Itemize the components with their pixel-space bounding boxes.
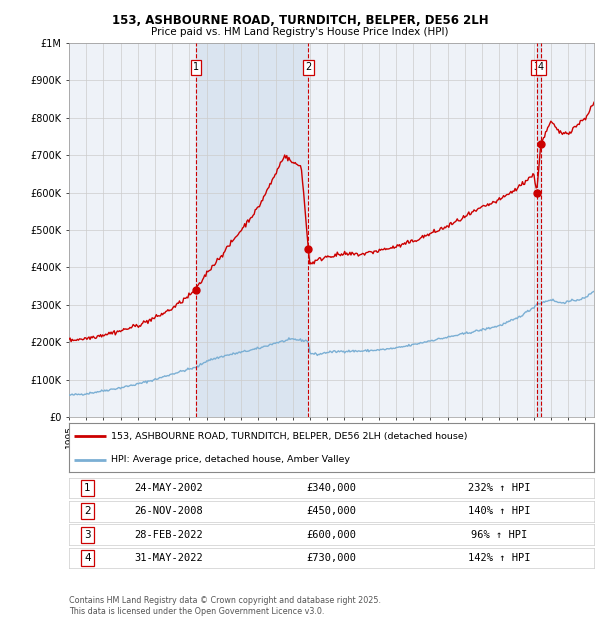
Text: 2: 2 <box>305 63 311 73</box>
Bar <box>536 43 541 417</box>
Text: 24-MAY-2002: 24-MAY-2002 <box>134 483 203 493</box>
Text: £450,000: £450,000 <box>307 507 356 516</box>
Text: 2: 2 <box>84 507 91 516</box>
Text: 31-MAY-2022: 31-MAY-2022 <box>134 553 203 563</box>
Text: £730,000: £730,000 <box>307 553 356 563</box>
Text: 26-NOV-2008: 26-NOV-2008 <box>134 507 203 516</box>
Text: 140% ↑ HPI: 140% ↑ HPI <box>468 507 531 516</box>
Text: HPI: Average price, detached house, Amber Valley: HPI: Average price, detached house, Ambe… <box>111 455 350 464</box>
Text: £340,000: £340,000 <box>307 483 356 493</box>
Text: 1: 1 <box>193 63 199 73</box>
Text: 96% ↑ HPI: 96% ↑ HPI <box>472 529 527 540</box>
Text: £600,000: £600,000 <box>307 529 356 540</box>
Text: 232% ↑ HPI: 232% ↑ HPI <box>468 483 531 493</box>
Text: Price paid vs. HM Land Registry's House Price Index (HPI): Price paid vs. HM Land Registry's House … <box>151 27 449 37</box>
Text: 28-FEB-2022: 28-FEB-2022 <box>134 529 203 540</box>
Text: 142% ↑ HPI: 142% ↑ HPI <box>468 553 531 563</box>
Text: Contains HM Land Registry data © Crown copyright and database right 2025.
This d: Contains HM Land Registry data © Crown c… <box>69 596 381 616</box>
Text: 4: 4 <box>538 63 544 73</box>
Text: 1: 1 <box>84 483 91 493</box>
Text: 153, ASHBOURNE ROAD, TURNDITCH, BELPER, DE56 2LH (detached house): 153, ASHBOURNE ROAD, TURNDITCH, BELPER, … <box>111 432 467 441</box>
Bar <box>196 43 308 417</box>
Text: 4: 4 <box>84 553 91 563</box>
Text: 3: 3 <box>84 529 91 540</box>
Text: 153, ASHBOURNE ROAD, TURNDITCH, BELPER, DE56 2LH: 153, ASHBOURNE ROAD, TURNDITCH, BELPER, … <box>112 14 488 27</box>
Text: 3: 3 <box>533 63 539 73</box>
